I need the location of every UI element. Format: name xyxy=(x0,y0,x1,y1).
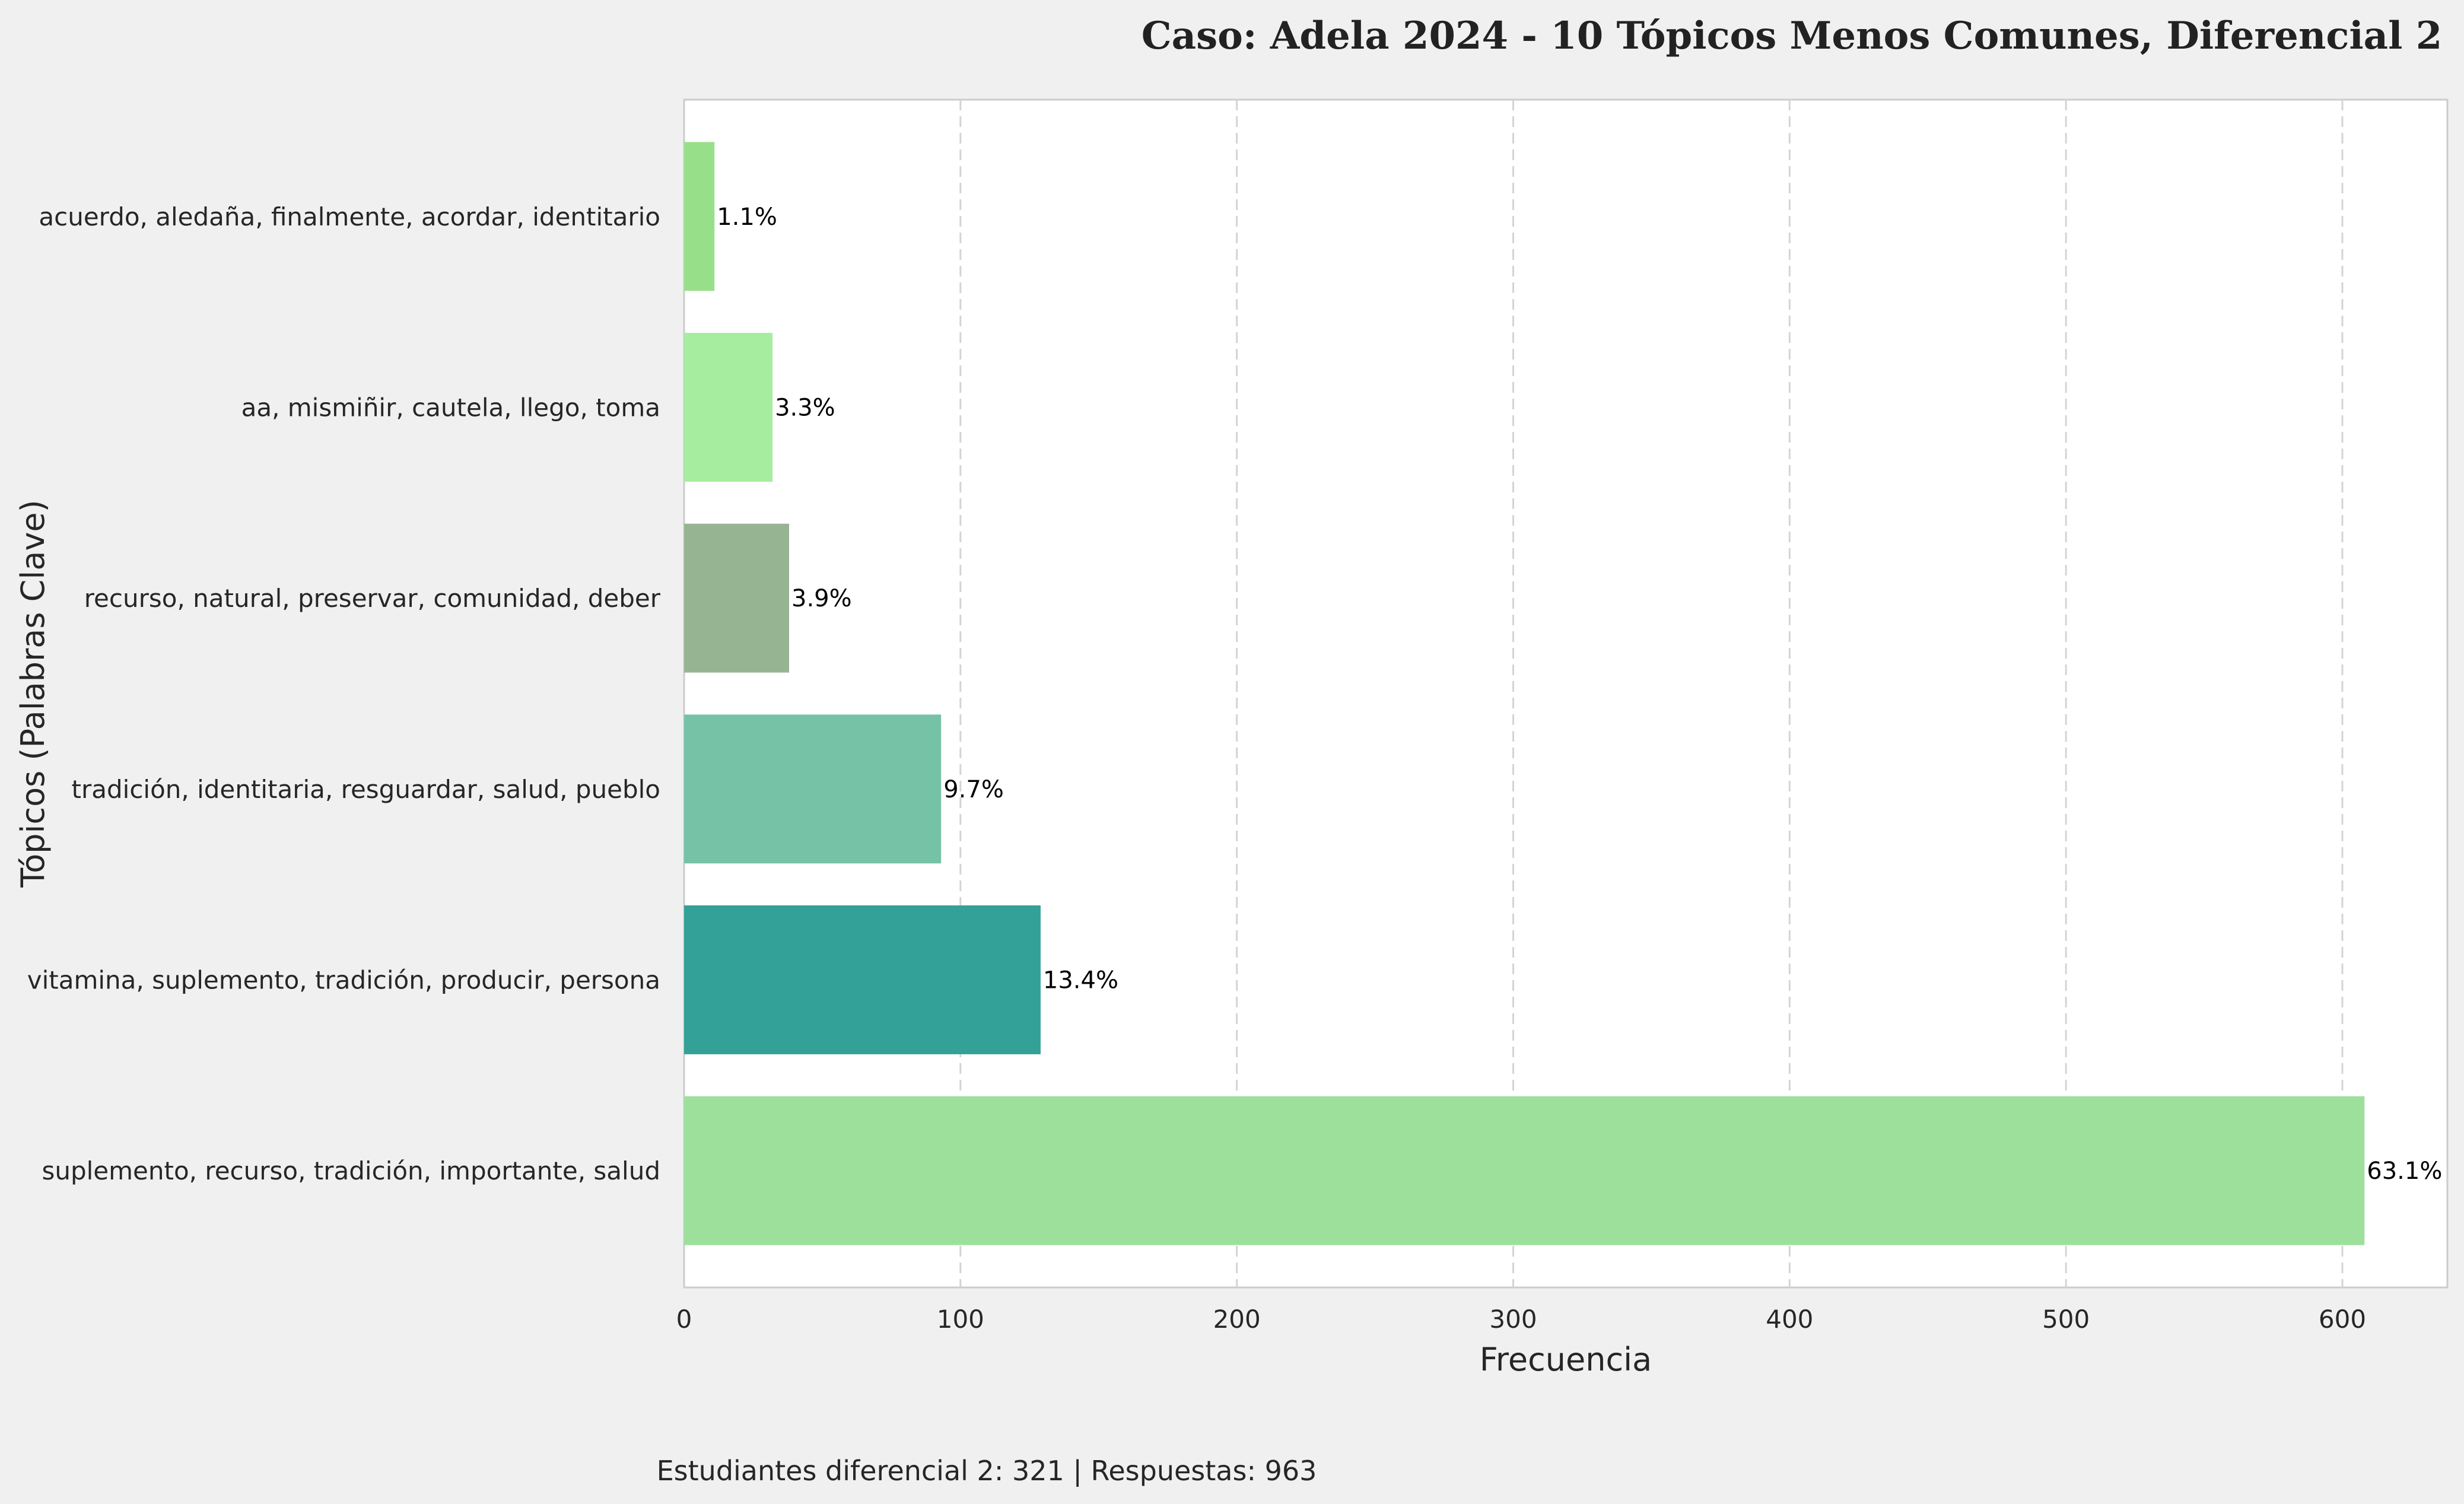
x-tick-label: 0 xyxy=(676,1305,692,1334)
x-tick-label: 100 xyxy=(937,1305,984,1334)
bar-percent-label: 9.7% xyxy=(943,776,1004,803)
x-tick-labels: 0 100 200 300 400 500 600 xyxy=(676,1305,2366,1334)
y-tick-label: recurso, natural, preservar, comunidad, … xyxy=(84,584,661,613)
bar-percent-label: 63.1% xyxy=(2367,1158,2442,1185)
bar xyxy=(684,523,790,673)
x-tick-label: 400 xyxy=(1766,1305,1813,1334)
y-axis-label: Tópicos (Palabras Clave) xyxy=(14,500,52,888)
x-axis-label: Frecuencia xyxy=(1480,1341,1652,1378)
x-tick-label: 300 xyxy=(1489,1305,1537,1334)
chart-title: Caso: Adela 2024 - 10 Tópicos Menos Comu… xyxy=(1142,14,2443,58)
y-tick-label: suplemento, recurso, tradición, importan… xyxy=(42,1156,660,1185)
y-tick-label: vitamina, suplemento, tradición, produci… xyxy=(27,966,660,995)
x-tick-label: 200 xyxy=(1213,1305,1261,1334)
bars xyxy=(684,142,2365,1245)
y-tick-labels: acuerdo, aledaña, finalmente, acordar, i… xyxy=(27,202,661,1185)
x-tick-label: 500 xyxy=(2042,1305,2090,1334)
y-tick-label: aa, mismiñir, cautela, llego, toma xyxy=(241,393,660,422)
bar-percent-label: 3.3% xyxy=(775,395,835,422)
y-tick-label: tradición, identitaria, resguardar, salu… xyxy=(72,775,660,804)
bar xyxy=(684,905,1041,1054)
bar xyxy=(684,333,773,482)
bar xyxy=(684,1096,2365,1245)
bar-percent-label: 13.4% xyxy=(1043,967,1118,994)
bar-percent-label: 3.9% xyxy=(791,585,852,612)
bar-percent-label: 1.1% xyxy=(717,203,777,231)
y-tick-label: acuerdo, aledaña, finalmente, acordar, i… xyxy=(39,202,660,231)
bar xyxy=(684,714,942,864)
bar xyxy=(684,142,715,291)
x-tick-label: 600 xyxy=(2319,1305,2366,1334)
footer-summary: Estudiantes diferencial 2: 321 | Respues… xyxy=(657,1455,1317,1487)
data-labels: 1.1% 3.3% 3.9% 9.7% 13.4% 63.1% xyxy=(717,203,2442,1185)
grid-lines xyxy=(959,100,2344,1287)
plot-area xyxy=(683,98,2449,1289)
